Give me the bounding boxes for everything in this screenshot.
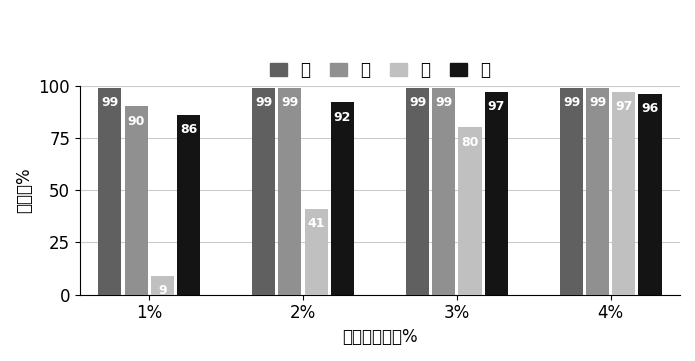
Bar xyxy=(639,94,662,295)
Text: 86: 86 xyxy=(180,123,197,136)
Bar xyxy=(406,88,430,295)
Text: 92: 92 xyxy=(334,111,351,124)
Bar xyxy=(459,127,482,295)
Bar xyxy=(331,102,354,295)
Y-axis label: 钝化率%: 钝化率% xyxy=(15,168,33,213)
Text: 41: 41 xyxy=(307,217,325,230)
Text: 99: 99 xyxy=(101,96,119,109)
Text: 9: 9 xyxy=(158,284,167,297)
Text: 99: 99 xyxy=(563,96,580,109)
Bar xyxy=(432,88,455,295)
Text: 90: 90 xyxy=(127,115,145,128)
Text: 97: 97 xyxy=(615,100,632,113)
Text: 96: 96 xyxy=(641,102,659,115)
Bar xyxy=(124,106,147,295)
Bar xyxy=(151,276,174,295)
Bar xyxy=(99,88,122,295)
Bar xyxy=(484,92,507,295)
Text: 99: 99 xyxy=(409,96,426,109)
X-axis label: 钝化剂添加量%: 钝化剂添加量% xyxy=(342,328,418,346)
Text: 99: 99 xyxy=(589,96,606,109)
Bar xyxy=(279,88,302,295)
Bar xyxy=(177,115,200,295)
Bar xyxy=(560,88,583,295)
Text: 99: 99 xyxy=(255,96,272,109)
Text: 80: 80 xyxy=(461,136,479,149)
Bar xyxy=(304,209,327,295)
Bar xyxy=(586,88,610,295)
Text: 99: 99 xyxy=(435,96,452,109)
Bar xyxy=(612,92,635,295)
Text: 99: 99 xyxy=(281,96,299,109)
Bar xyxy=(252,88,275,295)
Text: 97: 97 xyxy=(487,100,505,113)
Legend: 铜, 铅, 镉, 砷: 铜, 铅, 镉, 砷 xyxy=(265,56,495,84)
